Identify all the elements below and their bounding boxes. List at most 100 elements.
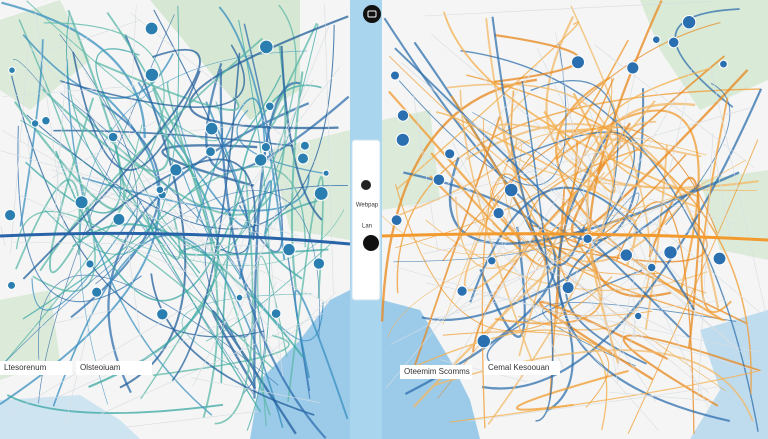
road	[94, 61, 240, 111]
street	[2, 85, 137, 97]
pin	[647, 262, 657, 273]
pin	[582, 233, 593, 245]
road	[443, 11, 698, 197]
road	[59, 34, 138, 285]
pin	[30, 119, 40, 128]
road	[66, 58, 213, 416]
main-road	[0, 231, 351, 246]
pin	[663, 245, 678, 260]
road	[627, 139, 759, 434]
street	[27, 133, 32, 181]
panel-title: Webpap	[356, 203, 379, 209]
street	[10, 287, 219, 414]
pin	[626, 61, 640, 75]
pin	[503, 182, 519, 198]
street	[555, 224, 697, 339]
road	[421, 184, 700, 321]
road	[398, 43, 567, 186]
road	[1, 1, 146, 139]
pin	[265, 101, 275, 112]
road	[387, 191, 695, 338]
street	[324, 4, 334, 293]
street	[414, 144, 709, 393]
street	[129, 5, 137, 139]
street	[440, 359, 528, 383]
street	[444, 64, 538, 189]
road	[521, 81, 554, 422]
pin	[444, 148, 456, 160]
map-label: Ltesorenum	[4, 363, 47, 372]
road	[219, 68, 327, 439]
road	[396, 21, 580, 190]
road	[463, 100, 656, 291]
road	[460, 50, 759, 432]
street	[412, 93, 439, 252]
road	[545, 16, 759, 189]
road	[466, 74, 752, 395]
road	[59, 44, 246, 108]
street	[1, 150, 299, 237]
street	[629, 98, 687, 349]
road	[152, 334, 290, 377]
top-button[interactable]	[363, 5, 381, 23]
road	[430, 95, 547, 268]
road	[393, 138, 518, 218]
road	[264, 200, 318, 280]
road	[516, 369, 629, 411]
street	[450, 139, 564, 369]
road	[174, 107, 213, 242]
pin	[312, 257, 326, 270]
road	[287, 176, 324, 403]
main-road	[381, 232, 768, 242]
street	[401, 62, 748, 358]
road	[564, 78, 687, 248]
pin	[681, 15, 697, 30]
street	[51, 168, 329, 304]
road	[435, 111, 637, 216]
label-box	[0, 361, 72, 375]
pin	[112, 212, 126, 226]
pin	[667, 36, 680, 49]
street	[554, 138, 699, 299]
street	[19, 306, 128, 332]
pin	[169, 163, 183, 177]
road	[238, 180, 273, 280]
panel-button[interactable]	[363, 235, 379, 251]
park	[270, 130, 350, 240]
road	[380, 78, 538, 322]
road	[220, 84, 322, 383]
road	[449, 370, 760, 423]
road	[17, 125, 142, 303]
road	[412, 116, 501, 371]
road	[22, 48, 201, 280]
street	[524, 299, 728, 324]
road	[181, 293, 312, 370]
road	[425, 219, 708, 291]
street	[53, 14, 71, 224]
road	[31, 200, 142, 311]
road	[490, 182, 727, 392]
pin	[571, 55, 585, 70]
road	[648, 176, 701, 348]
road	[437, 247, 551, 399]
road	[66, 13, 165, 246]
pin	[390, 214, 403, 227]
street	[697, 133, 714, 400]
street	[130, 12, 318, 165]
pin	[155, 185, 165, 195]
pin	[456, 285, 468, 297]
road	[564, 234, 647, 365]
street	[555, 32, 619, 385]
road	[22, 74, 282, 320]
pin	[487, 256, 497, 266]
road	[0, 22, 165, 368]
pin	[41, 116, 51, 126]
pin	[254, 153, 268, 167]
road	[495, 237, 603, 325]
street	[51, 120, 157, 179]
street	[233, 169, 293, 326]
road	[394, 47, 691, 339]
road	[395, 77, 613, 249]
